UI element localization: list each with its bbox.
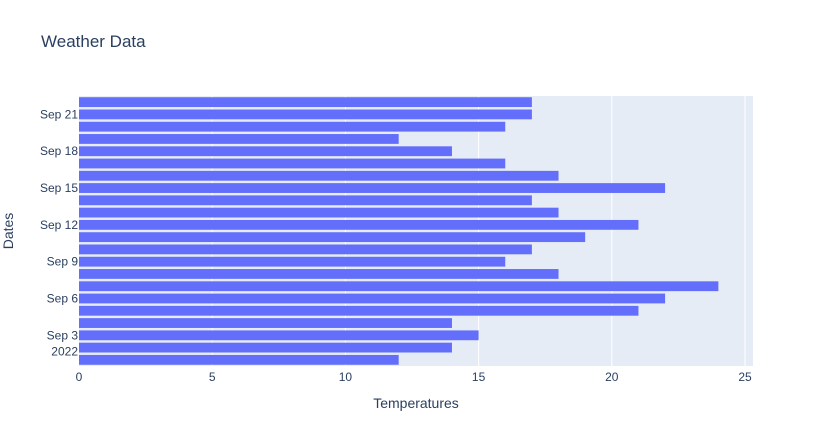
bar-2022-09-16 (79, 170, 559, 181)
bar-2022-09-14 (79, 195, 532, 206)
bar-2022-09-06 (79, 293, 666, 304)
bar-2022-09-21 (79, 109, 532, 120)
y-tick-label: Sep 15 (40, 181, 78, 195)
bar-2022-09-09 (79, 256, 506, 267)
bar-2022-09-19 (79, 134, 399, 144)
bar-2022-09-05 (79, 305, 639, 316)
bar-2022-09-15 (79, 183, 666, 193)
y-tick-label: Sep 21 (40, 107, 78, 121)
bar-2022-09-20 (79, 121, 506, 132)
bar-2022-09-11 (79, 232, 586, 243)
bar-2022-09-01 (79, 354, 399, 365)
bar-2022-09-12 (79, 219, 639, 230)
bar-2022-09-02 (79, 342, 452, 353)
x-tick-label: 25 (738, 370, 752, 384)
x-axis-title: Temperatures (373, 395, 459, 411)
chart-title: Weather Data (41, 32, 146, 51)
y-tick-label: Sep 3 (47, 328, 79, 342)
bar-2022-09-08 (79, 269, 559, 279)
y-axis-title: Dates (0, 213, 16, 250)
bar-2022-09-10 (79, 244, 532, 255)
x-tick-labels: 0 5 10 15 20 25 (76, 370, 752, 384)
bar-2022-09-07 (79, 281, 719, 292)
bar-2022-09-17 (79, 158, 506, 169)
bar-2022-09-13 (79, 207, 559, 218)
x-tick-label: 5 (209, 370, 216, 384)
x-tick-label: 0 (76, 370, 83, 384)
bar-2022-09-03 (79, 330, 479, 341)
bar-2022-09-22 (79, 97, 532, 108)
y-tick-label: Sep 9 (47, 255, 79, 269)
y-tick-label: Sep 6 (47, 292, 79, 306)
bar-2022-09-18 (79, 146, 452, 157)
x-tick-label: 10 (339, 370, 353, 384)
bar-2022-09-04 (79, 318, 452, 328)
y-tick-label: Sep 12 (40, 218, 78, 232)
x-tick-label: 20 (605, 370, 619, 384)
x-tick-label: 15 (472, 370, 486, 384)
bars (79, 97, 719, 365)
y-year-label: 2022 (51, 344, 78, 358)
y-tick-label: Sep 18 (40, 144, 78, 158)
y-tick-labels: Sep 21 Sep 18 Sep 15 Sep 12 Sep 9 Sep 6 Sep 3 2… (40, 107, 78, 358)
